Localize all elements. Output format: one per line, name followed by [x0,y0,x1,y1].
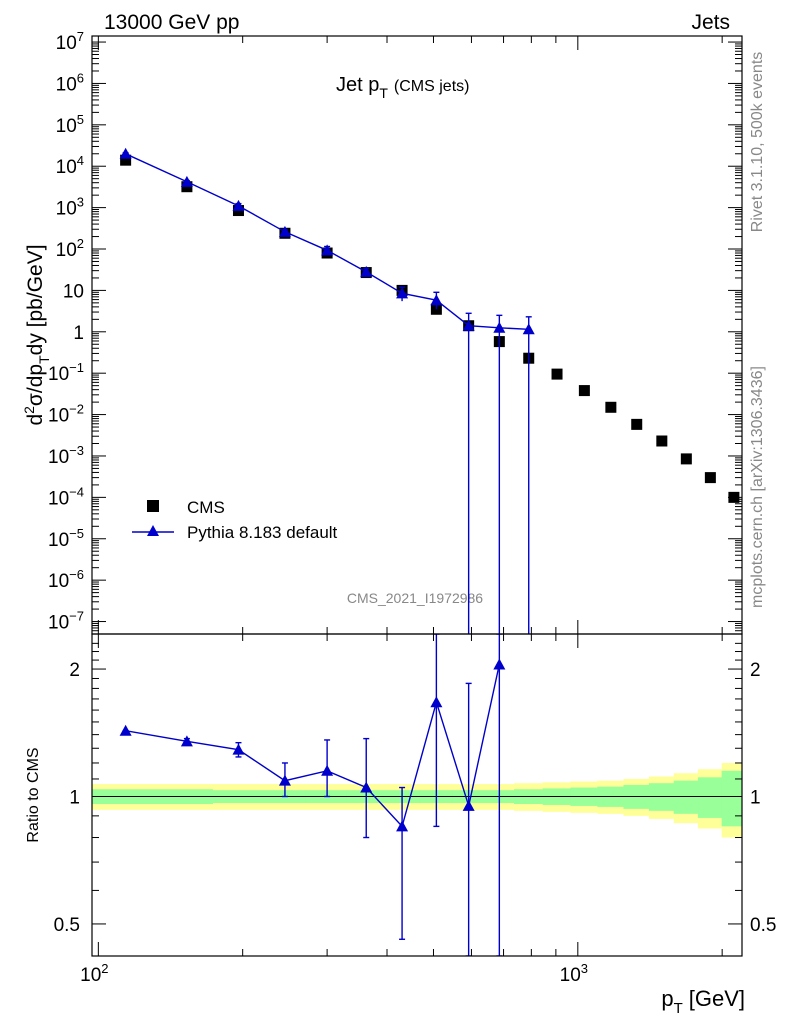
ratio-panel-frame [91,633,743,957]
band-green-bin [697,777,723,818]
ratio-panel-data [119,634,506,956]
y-tick-label-top: 103 [56,195,84,220]
y-tick-label-ratio: 0.5 [54,915,80,936]
cms-data-point [774,546,785,557]
y-tick-label-ratio: 2 [69,660,80,681]
y-tick-label-top: 10−7 [48,609,84,634]
cms-data-point [605,401,617,413]
pythia-data-point [278,225,291,237]
band-green-bin [721,770,742,827]
cms-data-point [120,154,132,166]
ratio-data-point [462,799,475,811]
pythia-data-point [119,147,132,159]
y-axis-label-top: d2σ/dpTdy [pb/GeV] [21,244,52,425]
y-tick-label-top: 107 [56,29,84,54]
y-axis-label-ratio: Ratio to CMS [25,747,42,842]
header-right: Jets [691,11,730,34]
pythia-data-point [396,287,409,299]
cms-data-point [704,472,716,484]
ratio-data-point [119,724,132,736]
y-tick-label-top: 1 [73,323,84,344]
cms-data-point [680,453,692,465]
ratio-data-point [232,743,245,755]
pythia-data-point [232,199,245,211]
legend-pythia-label: Pythia 8.183 default [187,523,338,542]
ratio-data-point [180,735,193,747]
x-tick-label: 103 [560,961,588,986]
pythia-data-point [360,265,373,277]
y-tick-label-top: 10−1 [48,360,84,385]
ratio-pythia-line [125,664,500,828]
analysis-watermark: CMS_2021_I1972986 [347,590,483,606]
legend-cms-marker [147,500,159,512]
y-tick-label-top: 105 [56,112,84,137]
pythia-data-point [180,175,193,187]
y-tick-label-top: 106 [56,70,84,95]
ratio-uncertainty-bands [92,745,786,867]
axis-tick-labels: 10710610510410310210110−110−210−310−410−… [48,29,776,986]
y-tick-label-top: 102 [56,236,84,261]
cms-data-point [656,435,668,447]
ratio-data-point [396,820,409,832]
header-left: 13000 GeV pp [104,11,239,34]
axis-ticks [92,36,742,956]
ratio-data-point [360,781,373,793]
top-panel-data [119,147,785,634]
x-axis-label: pT [GeV] [661,986,745,1017]
band-green-bin [768,745,786,867]
band-green-bin [648,783,675,811]
cms-data-point [578,385,590,397]
legend: CMS Pythia 8.183 default [132,498,338,542]
y-tick-label-top: 10−4 [48,484,84,509]
y-tick-label-ratio: 1 [69,787,80,808]
ratio-data-point [321,764,334,776]
pythia-data-point [430,294,443,306]
y-tick-label-top: 10−5 [48,526,84,551]
pythia-data-point [321,244,334,256]
y-tick-label-top: 10−3 [48,443,84,468]
y-tick-label-ratio-right: 1 [750,787,761,808]
y-tick-label-top: 10−2 [48,402,84,427]
ratio-data-point [430,696,443,708]
y-tick-label-top: 104 [56,153,84,178]
pythia-data-point [522,323,535,335]
y-tick-label-ratio-right: 0.5 [750,915,776,936]
rivet-label: Rivet 3.1.10, 500k events [749,52,766,233]
legend-pythia-marker [147,525,159,536]
legend-cms-label: CMS [187,498,225,517]
band-green-bin [673,780,699,814]
cms-data-point [551,368,563,380]
mcplots-label: mcplots.cern.ch [arXiv:1306.3436] [749,366,766,608]
x-tick-label: 102 [80,961,108,986]
y-tick-label-ratio-right: 2 [750,660,761,681]
y-tick-label-top: 10 [63,281,84,302]
cms-data-point [631,418,643,430]
ratio-data-point [278,774,291,786]
y-tick-label-top: 10−6 [48,567,84,592]
pythia-data-point [493,321,506,333]
top-panel-frame [91,35,743,635]
ratio-data-point [493,658,506,670]
plot-title: Jet pT (CMS jets) [336,74,469,101]
pythia-data-point [462,319,475,331]
